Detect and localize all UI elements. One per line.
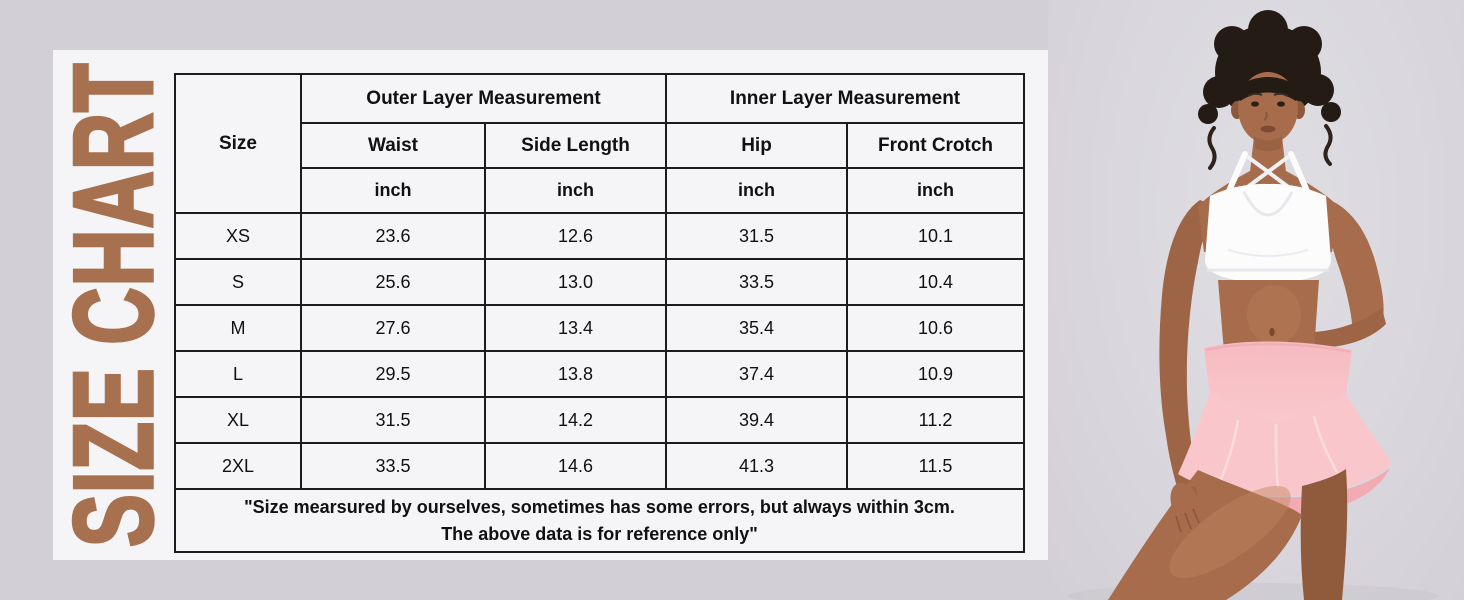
size-table: Size Outer Layer Measurement Inner Layer… [173,73,1026,553]
waist-cell: 25.6 [300,258,486,306]
table-row-l: L 29.5 13.8 37.4 10.9 [174,350,1026,398]
table-row-m: M 27.6 13.4 35.4 10.6 [174,304,1026,352]
table-group-header-row: Size Outer Layer Measurement Inner Layer… [174,73,1026,214]
unit-side-length: inch [483,167,668,214]
note-line-1: "Size mearsured by ourselves, sometimes … [244,496,955,517]
col-header-front-crotch: Front Crotch [846,122,1026,169]
table-row-2xl: 2XL 33.5 14.6 41.3 11.5 [174,442,1026,490]
hip-cell: 37.4 [665,350,849,398]
measurement-note: "Size mearsured by ourselves, sometimes … [173,488,1026,553]
unit-hip: inch [665,167,849,214]
hip-cell: 33.5 [665,258,849,306]
model-illustration [1068,10,1438,600]
hip-cell: 41.3 [665,442,849,490]
size-cell: XS [174,212,302,260]
front-crotch-cell: 10.1 [846,212,1026,260]
side-length-cell: 14.6 [483,442,668,490]
hip-cell: 35.4 [665,304,849,352]
side-length-cell: 13.8 [483,350,668,398]
table-note-row: "Size mearsured by ourselves, sometimes … [173,488,1026,553]
side-length-cell: 13.4 [483,304,668,352]
side-length-cell: 13.0 [483,258,668,306]
front-crotch-cell: 11.5 [846,442,1026,490]
front-crotch-cell: 10.9 [846,350,1026,398]
note-line-2: The above data is for reference only" [441,523,758,544]
outer-layer-header: Outer Layer Measurement [299,73,668,124]
unit-front-crotch: inch [846,167,1026,214]
model-left-arm [1159,200,1219,496]
waist-cell: 27.6 [300,304,486,352]
size-cell: XL [174,396,302,444]
model-legs [1108,469,1348,600]
table-row-s: S 25.6 13.0 33.5 10.4 [174,258,1026,306]
waist-cell: 33.5 [300,442,486,490]
front-crotch-cell: 11.2 [846,396,1026,444]
vertical-title: SIZE CHART [49,50,177,560]
waist-cell: 29.5 [300,350,486,398]
table-row-xl: XL 31.5 14.2 39.4 11.2 [174,396,1026,444]
sports-bra [1205,151,1331,283]
size-cell: S [174,258,302,306]
size-cell: L [174,350,302,398]
hip-cell: 39.4 [665,396,849,444]
col-header-side-length: Side Length [483,122,668,169]
model-photo [1048,0,1464,600]
side-length-cell: 14.2 [483,396,668,444]
page-title: SIZE CHART [49,61,177,548]
model-right-arm [1314,202,1386,348]
waist-cell: 23.6 [300,212,486,260]
size-cell: 2XL [174,442,302,490]
table-unit-row: inch inch inch inch [175,167,1026,214]
table-row-xs: XS 23.6 12.6 31.5 10.1 [174,212,1026,260]
unit-waist: inch [300,167,486,214]
table-subheader-row: Waist Side Length Hip Front Crotch [175,122,1026,169]
size-cell: M [174,304,302,352]
front-crotch-cell: 10.6 [846,304,1026,352]
inner-layer-header: Inner Layer Measurement [665,73,1026,124]
col-header-hip: Hip [665,122,849,169]
col-header-waist: Waist [300,122,486,169]
hip-cell: 31.5 [665,212,849,260]
model-hand [1170,482,1202,533]
model-midriff [1218,280,1319,352]
waist-cell: 31.5 [300,396,486,444]
model-face [1231,72,1305,144]
side-length-cell: 12.6 [483,212,668,260]
front-crotch-cell: 10.4 [846,258,1026,306]
size-column-header: Size [174,73,302,214]
